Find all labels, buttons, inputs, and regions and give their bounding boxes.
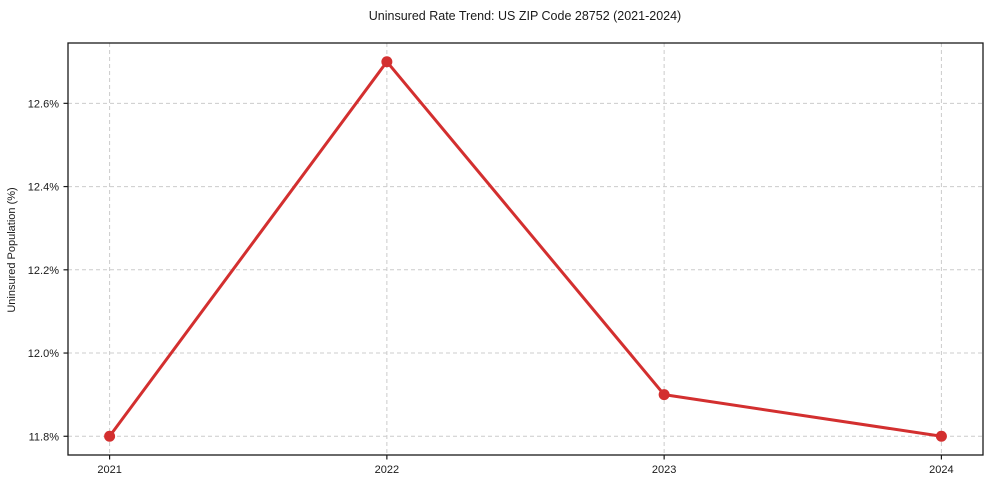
data-point-marker	[381, 56, 393, 68]
data-point-marker	[935, 430, 947, 442]
plot-content: 2021 2022 2023 2024 11.8% 12.0% 12.2% 12.4% 12.6…	[28, 42, 984, 476]
y-axis-label: Uninsured Population (%)	[6, 187, 18, 312]
data-point-marker	[104, 430, 116, 442]
plot-border	[67, 42, 984, 456]
x-tick-label: 2024	[929, 464, 953, 476]
x-tick-label: 2021	[97, 464, 121, 476]
chart-title: Uninsured Rate Trend: US ZIP Code 28752 …	[369, 9, 681, 23]
y-tick-label: 11.8%	[29, 431, 60, 443]
y-tick-label: 12.4%	[28, 182, 59, 194]
x-tick-label: 2023	[652, 464, 676, 476]
y-tick-label: 12.6%	[28, 98, 59, 110]
data-line	[108, 60, 943, 438]
y-tick-label: 12.0%	[28, 348, 59, 360]
data-point-marker	[658, 389, 670, 401]
y-tick-label: 12.2%	[28, 265, 59, 277]
x-tick-label: 2022	[375, 464, 399, 476]
plot-background	[68, 43, 983, 455]
